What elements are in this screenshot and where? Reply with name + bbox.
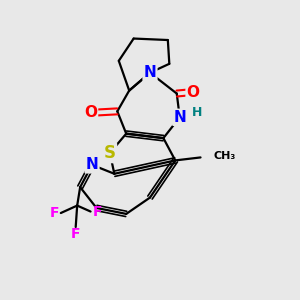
Text: S: S xyxy=(104,144,116,162)
Text: N: N xyxy=(86,158,98,172)
Text: H: H xyxy=(192,106,202,119)
Text: F: F xyxy=(92,205,102,218)
Text: O: O xyxy=(187,85,200,100)
Text: CH₃: CH₃ xyxy=(213,151,235,161)
Text: N: N xyxy=(144,65,156,80)
Text: N: N xyxy=(173,110,186,125)
Text: F: F xyxy=(50,206,59,220)
Text: O: O xyxy=(84,105,97,120)
Text: F: F xyxy=(71,226,80,241)
